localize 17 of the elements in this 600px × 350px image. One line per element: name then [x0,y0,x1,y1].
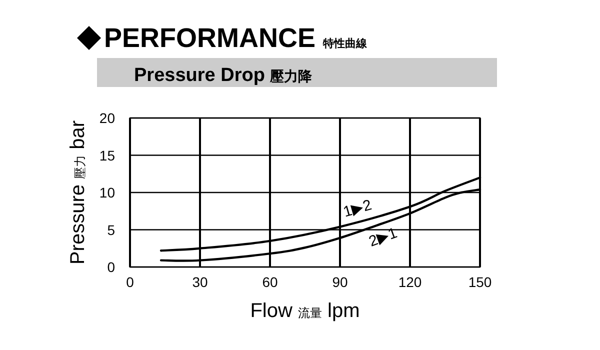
chart-title: PERFORMANCE 特性曲線 [104,23,368,53]
y-tick-label: 20 [99,110,116,126]
x-tick-label: 0 [126,274,134,290]
y-tick-label: 5 [107,222,116,238]
y-tick-label: 10 [99,184,116,200]
x-tick-label: 30 [192,274,208,290]
y-axis-title: Pressure 壓力 bar [67,120,89,265]
x-tick-label: 90 [332,274,348,290]
x-tick-label: 150 [468,274,492,290]
x-tick-label: 60 [262,274,278,290]
text: 2▶1 [366,224,400,250]
x-tick-label: 120 [398,274,422,290]
chart-subtitle: Pressure Drop 壓力降 [134,65,314,86]
x-axis-title: Flow 流量 lpm [250,300,360,322]
y-tick-label: 0 [107,259,116,275]
text: 1▶2 [341,196,374,221]
y-tick-label: 15 [99,147,116,164]
